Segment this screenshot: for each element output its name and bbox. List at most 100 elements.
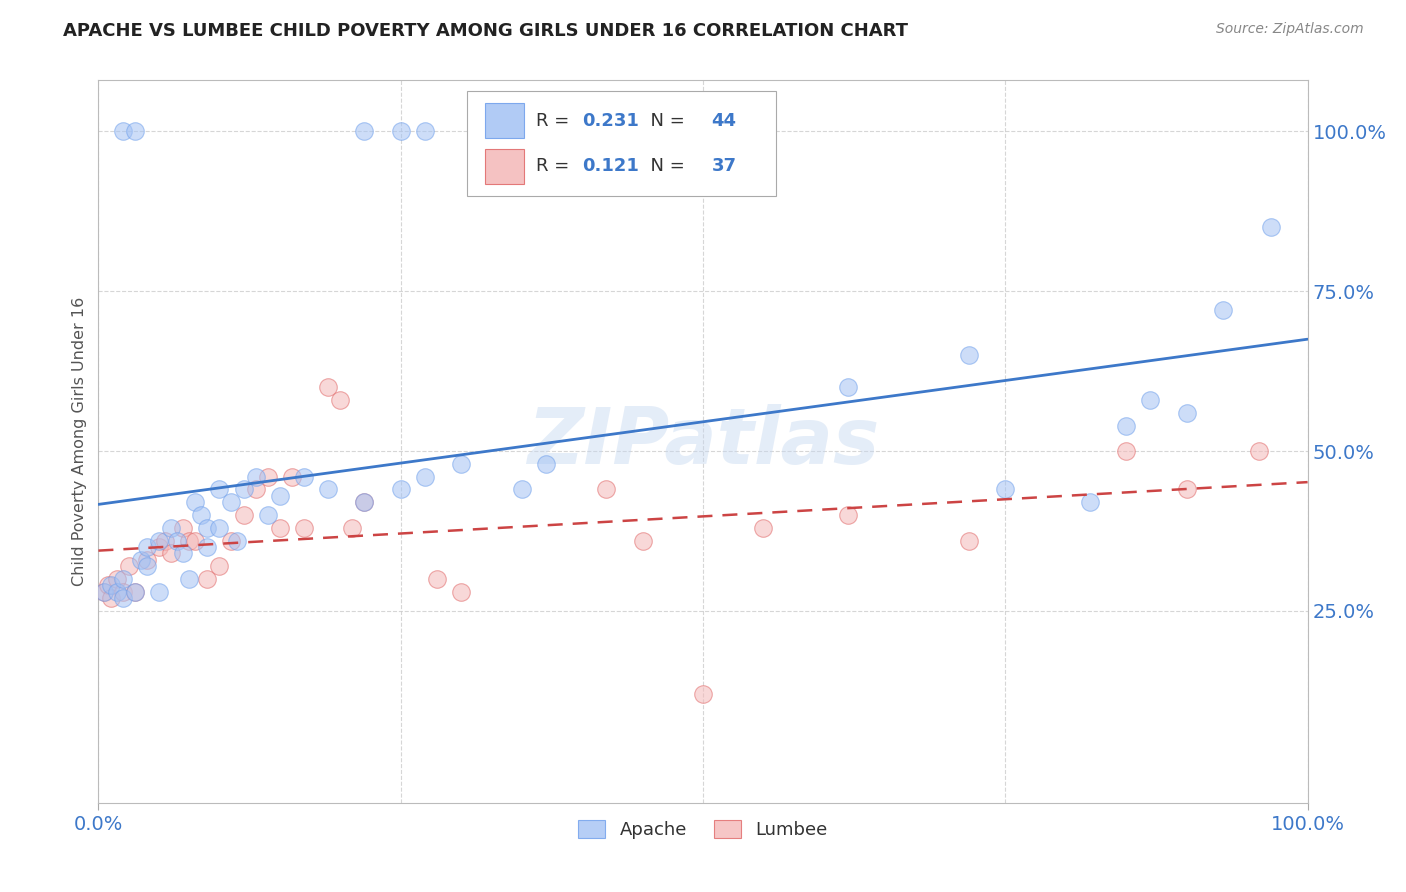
Point [232,508,254,522]
Point [232,483,254,497]
Point [100,591,122,606]
Point [281,469,304,483]
Point [256,469,278,483]
Point [111,584,134,599]
Point [256,508,278,522]
Point [124,124,146,138]
Point [752,521,775,535]
Point [450,457,472,471]
Point [221,495,243,509]
Point [184,533,207,548]
Point [1249,444,1271,458]
Point [342,521,364,535]
Point [1139,392,1161,407]
Point [692,687,714,701]
Point [195,540,218,554]
Point [118,559,141,574]
Point [957,533,980,548]
Point [426,572,449,586]
Text: ZIPatlas: ZIPatlas [527,403,879,480]
Text: N =: N = [638,112,690,129]
Point [195,521,218,535]
Point [245,469,267,483]
Point [208,483,231,497]
Point [124,584,146,599]
Point [148,540,170,554]
Point [97,578,120,592]
Point [148,533,170,548]
Point [316,380,339,394]
Text: APACHE VS LUMBEE CHILD POVERTY AMONG GIRLS UNDER 16 CORRELATION CHART: APACHE VS LUMBEE CHILD POVERTY AMONG GIR… [63,22,908,40]
Point [837,380,859,394]
Point [105,584,128,599]
Point [190,508,212,522]
Point [353,495,375,509]
Point [135,553,157,567]
Point [179,572,201,586]
Point [353,124,375,138]
Point [1115,444,1137,458]
Point [994,483,1017,497]
Point [172,521,194,535]
Point [166,533,188,548]
Point [631,533,654,548]
Point [129,553,152,567]
Point [179,533,201,548]
Point [389,124,412,138]
Point [389,483,412,497]
Point [269,521,291,535]
Point [111,591,134,606]
Point [269,489,291,503]
Point [1260,220,1282,235]
Point [184,495,207,509]
Point [135,559,157,574]
Point [111,572,134,586]
FancyBboxPatch shape [467,91,776,196]
Point [413,469,436,483]
Point [111,124,134,138]
Text: 37: 37 [711,157,737,175]
Point [1115,418,1137,433]
Point [195,572,218,586]
Point [160,521,183,535]
Point [135,540,157,554]
Text: R =: R = [536,112,575,129]
Legend: Apache, Lumbee: Apache, Lumbee [569,811,837,848]
Point [1175,483,1198,497]
Point [413,124,436,138]
FancyBboxPatch shape [485,103,524,138]
Point [124,584,146,599]
Point [316,483,339,497]
Point [292,469,315,483]
Text: N =: N = [638,157,690,175]
Point [93,584,115,599]
Point [172,546,194,560]
Point [160,546,183,560]
Point [1078,495,1101,509]
Point [208,559,231,574]
Point [353,495,375,509]
Y-axis label: Child Poverty Among Girls Under 16: Child Poverty Among Girls Under 16 [72,297,87,586]
Point [329,392,352,407]
Point [450,584,472,599]
Point [148,584,170,599]
Text: 44: 44 [711,112,737,129]
Point [837,508,859,522]
Point [957,348,980,362]
Point [105,572,128,586]
Point [226,533,249,548]
Point [510,483,533,497]
Point [153,533,176,548]
Point [208,521,231,535]
Point [292,521,315,535]
Point [595,483,617,497]
Text: 0.231: 0.231 [582,112,638,129]
Point [221,533,243,548]
Point [100,578,122,592]
Text: R =: R = [536,157,575,175]
Point [93,584,115,599]
FancyBboxPatch shape [485,149,524,184]
Point [534,457,557,471]
Point [1175,406,1198,420]
Point [245,483,267,497]
